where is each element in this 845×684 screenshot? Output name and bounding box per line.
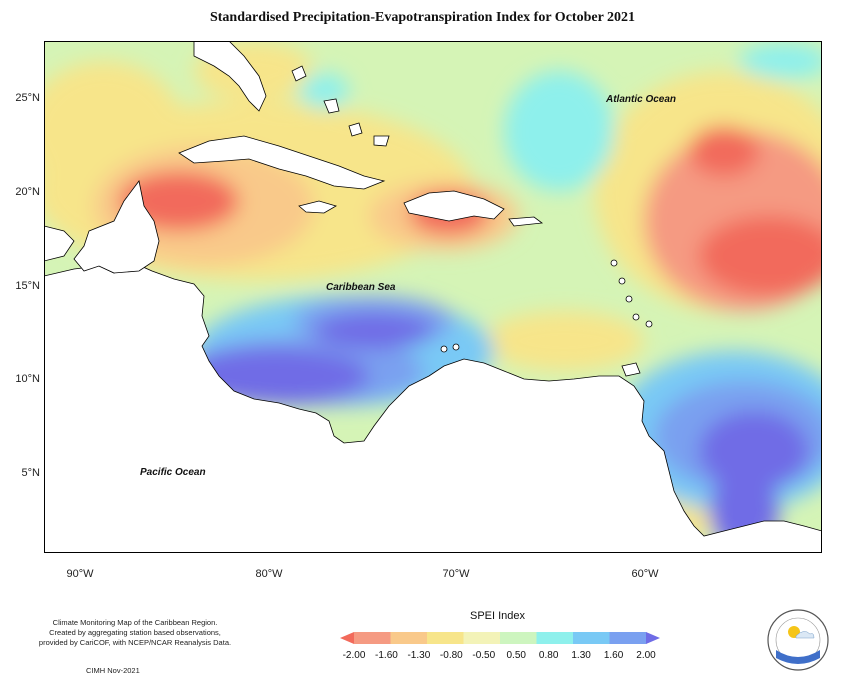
map-title: Standardised Precipitation-Evapotranspir… [209,10,636,25]
legend-swatch [463,632,501,644]
map-frame [44,41,822,553]
credits-line-2: Created by aggregating station based obs… [49,628,221,637]
legend-ticks: -2.00 -1.60 -1.30 -0.80 -0.50 0.50 0.80 1.30 1.6… [340,650,660,664]
cimh-logo-icon [767,609,829,671]
credits-line-3: provided by CariCOF, with NCEP/NCAR Rean… [38,638,232,647]
legend-tick-label: -2.00 [342,650,366,661]
credits-date: CIMH Nov-2021 [86,666,140,675]
legend-swatch [354,632,391,644]
legend-swatch [390,632,428,644]
land-masses [44,41,822,553]
legend-swatch [427,632,464,644]
spei-fields [44,41,822,551]
lat-label-20n: 20°N [15,186,40,198]
lon-label-70w: 70°W [442,568,470,580]
lat-label-5n: 5°N [21,467,40,479]
lat-label-10n: 10°N [15,373,40,385]
legend-swatch [500,632,537,644]
legend-title: SPEI Index [470,610,526,622]
lat-label-25n: 25°N [15,92,40,104]
legend-tick-label: -1.30 [407,650,431,661]
pacific-ocean-label: Pacific Ocean [140,467,206,478]
legend-tick-label: -0.50 [472,650,496,661]
lon-label-90w: 90°W [66,568,94,580]
legend-tick-label: 0.50 [506,650,526,661]
legend-tick-label: 1.30 [571,650,591,661]
spei-map [44,41,822,553]
caribbean-sea-label: Caribbean Sea [326,282,396,293]
legend-swatch [536,632,574,644]
map-canvas [44,41,822,553]
legend-tick-label: 0.80 [538,650,559,661]
lat-label-15n: 15°N [15,280,40,292]
legend-swatch [573,632,610,644]
legend-tick-label: 1.60 [603,650,624,661]
legend-arrow-high [646,632,660,644]
legend-tick-label: -0.80 [439,650,463,661]
legend-colorbar [340,632,660,644]
legend-tick-label: 2.00 [636,650,656,661]
map-credits: Climate Monitoring Map of the Caribbean … [20,618,250,648]
lon-label-60w: 60°W [631,568,659,580]
lon-label-80w: 80°W [255,568,283,580]
legend-tick-label: -1.60 [375,650,398,661]
legend-swatch [609,632,647,644]
atlantic-ocean-label: Atlantic Ocean [606,94,677,105]
credits-line-1: Climate Monitoring Map of the Caribbean … [52,618,218,627]
legend-arrow-low [340,632,354,644]
